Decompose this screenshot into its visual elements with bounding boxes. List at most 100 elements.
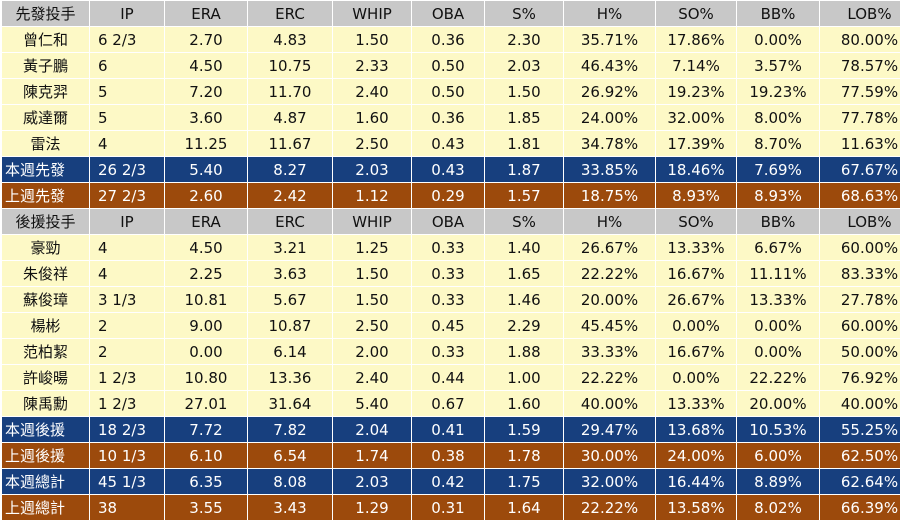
stat-cell: 1.85 [484, 104, 564, 131]
stat-cell: 32.00% [563, 468, 656, 495]
stat-cell: 7.72 [164, 416, 248, 443]
stat-cell: 60.00% [819, 234, 900, 261]
stat-cell: 10.53% [736, 416, 820, 443]
this-week-summary-row: 本週總計 45 1/3 6.35 8.08 2.03 0.42 1.75 32.00% 16.4… [1, 468, 900, 495]
stat-cell: 10 1/3 [89, 442, 165, 469]
stat-cell: 11.63% [819, 130, 900, 157]
stat-cell: 1.75 [484, 468, 564, 495]
stat-cell: 10.81 [164, 286, 248, 313]
stat-cell: 8.02% [736, 494, 820, 521]
stat-cell: 0.41 [411, 416, 485, 443]
pitcher-name-cell: 曾仁和 [1, 26, 90, 53]
pitcher-row: 雷法 4 11.25 11.67 2.50 0.43 1.81 34.78% 17.39% 8.7… [1, 130, 900, 157]
column-header-cell: OBA [411, 208, 485, 235]
pitcher-name-cell: 蘇俊璋 [1, 286, 90, 313]
stat-cell: 33.85% [563, 156, 656, 183]
pitcher-name-cell: 豪勁 [1, 234, 90, 261]
stat-cell: 24.00% [563, 104, 656, 131]
stat-cell: 62.64% [819, 468, 900, 495]
stat-cell: 1.12 [332, 182, 412, 209]
stat-cell: 8.93% [736, 182, 820, 209]
stat-cell: 4 [89, 260, 165, 287]
stat-cell: 2.70 [164, 26, 248, 53]
pitcher-name-cell: 許峻暘 [1, 364, 90, 391]
stat-cell: 8.89% [736, 468, 820, 495]
stat-cell: 6 [89, 52, 165, 79]
stat-cell: 2.00 [332, 338, 412, 365]
pitcher-row: 陳克羿 5 7.20 11.70 2.40 0.50 1.50 26.92% 19.23% 19.… [1, 78, 900, 105]
stat-cell: 16.67% [655, 260, 737, 287]
stat-cell: 4 [89, 234, 165, 261]
stat-cell: 35.71% [563, 26, 656, 53]
pitcher-name-cell: 本週後援 [1, 416, 90, 443]
stat-cell: 2.03 [484, 52, 564, 79]
stat-cell: 1.50 [484, 78, 564, 105]
pitcher-name-cell: 威達爾 [1, 104, 90, 131]
stat-cell: 32.00% [655, 104, 737, 131]
column-header-cell: BB% [736, 208, 820, 235]
stat-cell: 1.74 [332, 442, 412, 469]
this-week-summary-row: 本週後援 18 2/3 7.72 7.82 2.04 0.41 1.59 29.47% 13.6… [1, 416, 900, 443]
pitcher-name-cell: 陳禹勳 [1, 390, 90, 417]
column-header-cell: SO% [655, 0, 737, 27]
header-row: 後援投手 IP ERA ERC WHIP OBA S% H% SO% BB% LOB% [1, 208, 900, 235]
stat-cell: 22.22% [563, 364, 656, 391]
stat-cell: 5 [89, 104, 165, 131]
stat-cell: 2.33 [332, 52, 412, 79]
stat-cell: 26 2/3 [89, 156, 165, 183]
stat-cell: 2 [89, 338, 165, 365]
stat-cell: 80.00% [819, 26, 900, 53]
stat-cell: 13.36 [247, 364, 333, 391]
stat-cell: 3 1/3 [89, 286, 165, 313]
stat-cell: 24.00% [655, 442, 737, 469]
stat-cell: 8.93% [655, 182, 737, 209]
pitcher-name-cell: 范柏絜 [1, 338, 90, 365]
stat-cell: 3.21 [247, 234, 333, 261]
column-header-cell: ERC [247, 0, 333, 27]
stat-cell: 0.00% [655, 364, 737, 391]
pitcher-row: 豪勁 4 4.50 3.21 1.25 0.33 1.40 26.67% 13.33% 6.67%… [1, 234, 900, 261]
stat-cell: 40.00% [819, 390, 900, 417]
stat-cell: 3.60 [164, 104, 248, 131]
stat-cell: 31.64 [247, 390, 333, 417]
stat-cell: 0.33 [411, 286, 485, 313]
stat-cell: 2.03 [332, 156, 412, 183]
pitcher-row: 威達爾 5 3.60 4.87 1.60 0.36 1.85 24.00% 32.00% 8.00… [1, 104, 900, 131]
stat-cell: 22.22% [563, 494, 656, 521]
stat-cell: 5.40 [332, 390, 412, 417]
stat-cell: 6.10 [164, 442, 248, 469]
stat-cell: 0.44 [411, 364, 485, 391]
pitcher-row: 曾仁和 6 2/3 2.70 4.83 1.50 0.36 2.30 35.71% 17.86%… [1, 26, 900, 53]
stat-cell: 0.50 [411, 78, 485, 105]
stat-cell: 16.67% [655, 338, 737, 365]
pitcher-name-cell: 雷法 [1, 130, 90, 157]
column-header-cell: ERA [164, 0, 248, 27]
last-week-summary-row: 上週先發 27 2/3 2.60 2.42 1.12 0.29 1.57 18.75% 8.93… [1, 182, 900, 209]
stat-cell: 29.47% [563, 416, 656, 443]
stat-cell: 1.46 [484, 286, 564, 313]
stat-cell: 1.50 [332, 286, 412, 313]
stat-cell: 6.00% [736, 442, 820, 469]
stat-cell: 68.63% [819, 182, 900, 209]
stat-cell: 5 [89, 78, 165, 105]
stat-cell: 0.43 [411, 156, 485, 183]
stat-cell: 1.60 [484, 390, 564, 417]
stat-cell: 26.92% [563, 78, 656, 105]
column-header-cell: IP [89, 208, 165, 235]
column-header-cell: H% [563, 0, 656, 27]
stat-cell: 62.50% [819, 442, 900, 469]
pitcher-row: 范柏絜 2 0.00 6.14 2.00 0.33 1.88 33.33% 16.67% 0.00… [1, 338, 900, 365]
column-header-cell: OBA [411, 0, 485, 27]
stat-cell: 27 2/3 [89, 182, 165, 209]
pitcher-name-cell: 黃子鵬 [1, 52, 90, 79]
stat-cell: 0.29 [411, 182, 485, 209]
stat-cell: 2.40 [332, 78, 412, 105]
stat-cell: 3.57% [736, 52, 820, 79]
stat-cell: 55.25% [819, 416, 900, 443]
stat-cell: 27.78% [819, 286, 900, 313]
stat-cell: 11.11% [736, 260, 820, 287]
pitcher-name-cell: 上週後援 [1, 442, 90, 469]
stat-cell: 40.00% [563, 390, 656, 417]
